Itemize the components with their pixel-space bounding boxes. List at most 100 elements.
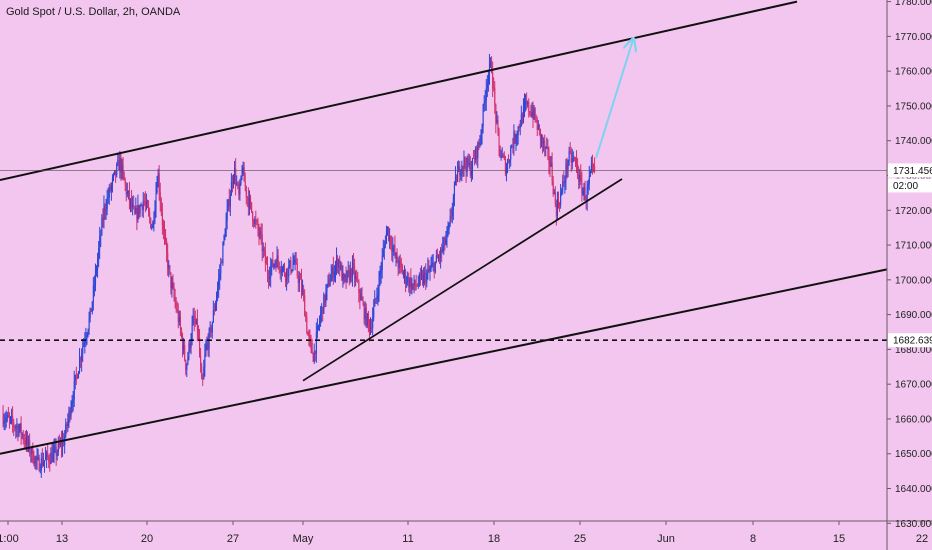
candle-body: [22, 434, 24, 440]
candle-body: [196, 318, 199, 332]
candle-body: [545, 147, 547, 149]
candle-body: [413, 279, 415, 286]
candle-body: [257, 221, 259, 231]
candle-body: [37, 457, 39, 459]
candle-body: [385, 230, 388, 244]
rising-trendline[interactable]: [302, 178, 623, 382]
candle-body: [59, 441, 62, 446]
chart-title: Gold Spot / U.S. Dollar, 2h, OANDA: [6, 6, 181, 18]
candle-body: [53, 448, 55, 453]
candle-body: [39, 470, 41, 472]
candle-body: [50, 452, 52, 464]
candle-body: [279, 269, 281, 273]
candle-body: [102, 218, 104, 220]
candle-body: [483, 102, 485, 106]
candle-body: [568, 150, 570, 162]
candle-body: [551, 162, 553, 182]
candle-body: [6, 414, 8, 419]
candle-body: [213, 309, 215, 311]
candle-body: [510, 147, 512, 160]
candle-body: [169, 265, 171, 273]
projection-arrow[interactable]: [595, 40, 633, 159]
candle-body: [18, 428, 20, 435]
candle-body: [366, 313, 368, 326]
candle-body: [195, 318, 197, 324]
candle-body: [8, 417, 11, 419]
candle-body: [342, 273, 344, 281]
candle-body: [56, 451, 58, 457]
candle-body: [570, 152, 572, 163]
candle-body: [477, 142, 479, 159]
candle-body: [269, 277, 271, 279]
candle-body: [258, 230, 260, 236]
candle-body: [149, 211, 151, 219]
candle-body: [591, 164, 594, 166]
candle-body: [502, 154, 504, 157]
candle-body: [417, 284, 419, 286]
candle-body: [505, 170, 508, 174]
candle-body: [200, 355, 202, 367]
candle-body: [512, 146, 514, 148]
candle-body: [4, 420, 6, 422]
candle-body: [28, 439, 30, 445]
candle-body: [244, 181, 246, 187]
candle-body: [274, 263, 276, 265]
candle-body: [345, 275, 347, 282]
candle-body: [381, 256, 383, 270]
candle-body: [588, 176, 590, 184]
candle-body: [160, 202, 162, 213]
candle-body: [29, 439, 31, 453]
candle-body: [91, 302, 93, 312]
candle-body: [556, 200, 559, 217]
candle-body: [311, 343, 313, 354]
candle-body: [143, 201, 145, 202]
candle-body: [71, 402, 73, 409]
candle-body: [173, 287, 175, 298]
candle-body: [564, 180, 566, 183]
candle-body: [448, 223, 450, 230]
candle-body: [354, 266, 356, 280]
candle-body: [552, 181, 554, 194]
candle-body: [513, 132, 515, 148]
candle-body: [426, 272, 428, 283]
candle-body: [539, 128, 542, 140]
candle-body: [79, 358, 81, 372]
candle-body: [203, 367, 205, 380]
candle-body: [267, 264, 269, 277]
candle-body: [341, 265, 343, 281]
candle-body: [337, 258, 339, 268]
candle-body: [97, 259, 99, 270]
candle-body: [231, 181, 234, 185]
candle-body: [327, 279, 329, 285]
candle-body: [488, 63, 491, 75]
candle-body: [74, 374, 76, 381]
lower-channel-line[interactable]: [0, 268, 888, 455]
candle-body: [282, 266, 285, 268]
candle-body: [139, 205, 141, 214]
candle-body: [580, 174, 582, 181]
candle-body: [473, 158, 475, 159]
candle-body: [188, 343, 190, 357]
candle-body: [445, 238, 447, 245]
candle-body: [176, 310, 178, 311]
candle-body: [449, 216, 451, 224]
x-tick-label: 27: [227, 533, 239, 545]
upper-channel-line[interactable]: [0, 0, 798, 181]
trendlines: [0, 0, 888, 455]
candle-body: [348, 270, 350, 281]
candle-body: [190, 339, 192, 348]
candle-body: [316, 326, 319, 333]
candle-body: [84, 341, 86, 343]
candle-body: [124, 179, 126, 185]
candle-body: [33, 461, 35, 464]
candle-body: [211, 322, 213, 333]
candle-body: [546, 146, 548, 148]
candle-body: [583, 187, 585, 191]
candle-body: [155, 192, 157, 209]
candle-body: [515, 138, 517, 142]
candle-body: [351, 262, 354, 278]
candle-body: [122, 164, 124, 173]
candle-body: [13, 422, 15, 427]
candle-body: [294, 259, 296, 263]
